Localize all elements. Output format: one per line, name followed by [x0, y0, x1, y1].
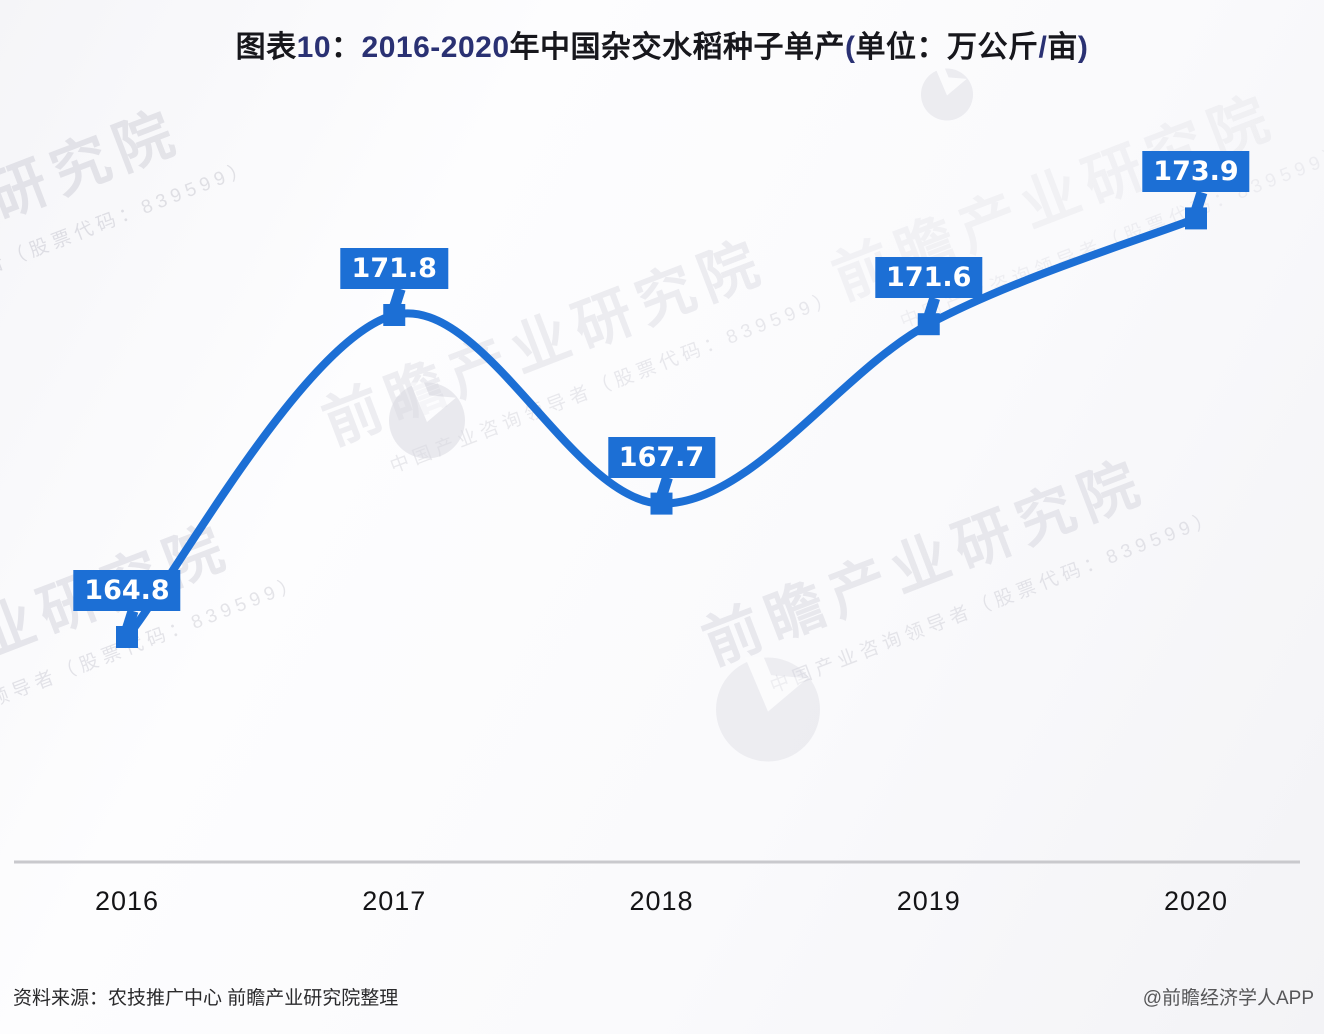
source-note: 资料来源：农技推广中心 前瞻产业研究院整理 [13, 988, 399, 1009]
data-label: 164.8 [73, 570, 181, 611]
title-segment: ： [331, 31, 362, 64]
x-axis-label: 2016 [94, 886, 160, 916]
data-label: 171.8 [340, 248, 448, 289]
credit-note: @前瞻经济学人APP [1142, 988, 1314, 1009]
data-point-marker [116, 626, 138, 648]
x-axis-label: 2017 [362, 886, 427, 916]
title-segment: ( [845, 31, 856, 64]
x-axis-label: 2019 [896, 886, 961, 916]
data-point-marker [383, 304, 406, 326]
title-segment: 2016-2020 [361, 31, 510, 64]
data-point-marker [650, 492, 673, 515]
title-segment: / [1038, 31, 1048, 64]
title-segment: 单位：万公斤 [855, 31, 1039, 64]
data-label: 167.7 [607, 436, 716, 478]
data-label: 173.9 [1142, 151, 1250, 193]
data-point-marker [1185, 207, 1207, 230]
title-segment: ) [1077, 31, 1089, 64]
chart-title: 图表10：2016-2020年中国杂交水稻种子单产(单位：万公斤/亩) [0, 22, 1324, 66]
x-axis-label: 2018 [629, 886, 694, 916]
x-axis-label: 2020 [1163, 886, 1229, 916]
title-segment: 10 [296, 31, 332, 64]
title-segment: 年中国杂交水稻种子单产 [509, 31, 845, 64]
title-segment: 亩 [1047, 31, 1078, 64]
series-line [123, 214, 1200, 641]
data-label: 171.6 [875, 257, 983, 299]
data-point-marker [917, 313, 940, 336]
title-segment: 图表 [235, 31, 297, 64]
